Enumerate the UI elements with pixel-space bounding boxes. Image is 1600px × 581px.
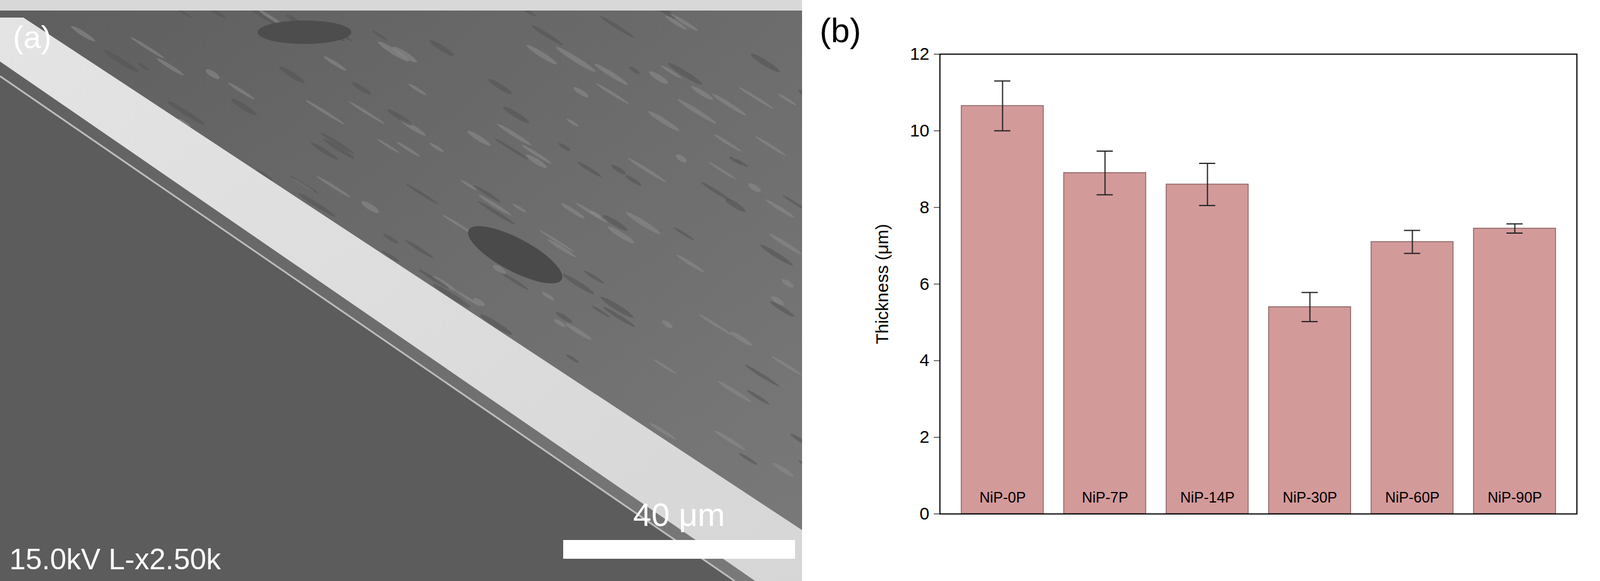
svg-text:NiP-14P: NiP-14P bbox=[1180, 488, 1235, 506]
svg-text:NiP-60P: NiP-60P bbox=[1385, 488, 1440, 506]
svg-text:40 μm: 40 μm bbox=[633, 495, 726, 533]
svg-text:NiP-30P: NiP-30P bbox=[1282, 488, 1338, 506]
svg-text:10: 10 bbox=[909, 120, 930, 140]
svg-text:12: 12 bbox=[909, 43, 930, 64]
svg-text:Thickness (μm): Thickness (μm) bbox=[872, 223, 892, 345]
svg-text:NiP-7P: NiP-7P bbox=[1081, 488, 1129, 506]
svg-text:8: 8 bbox=[919, 197, 930, 217]
svg-text:NiP-90P: NiP-90P bbox=[1487, 488, 1543, 506]
svg-text:NiP-0P: NiP-0P bbox=[979, 488, 1026, 506]
html-text:(b): (b) bbox=[819, 11, 862, 50]
svg-text:0: 0 bbox=[919, 503, 930, 523]
svg-text:6: 6 bbox=[919, 273, 930, 294]
svg-text:2: 2 bbox=[919, 426, 930, 447]
svg-text:4: 4 bbox=[919, 350, 930, 370]
svg-text:15.0kV L-x2.50k: 15.0kV L-x2.50k bbox=[9, 542, 222, 576]
svg-text:(a): (a) bbox=[12, 19, 52, 55]
